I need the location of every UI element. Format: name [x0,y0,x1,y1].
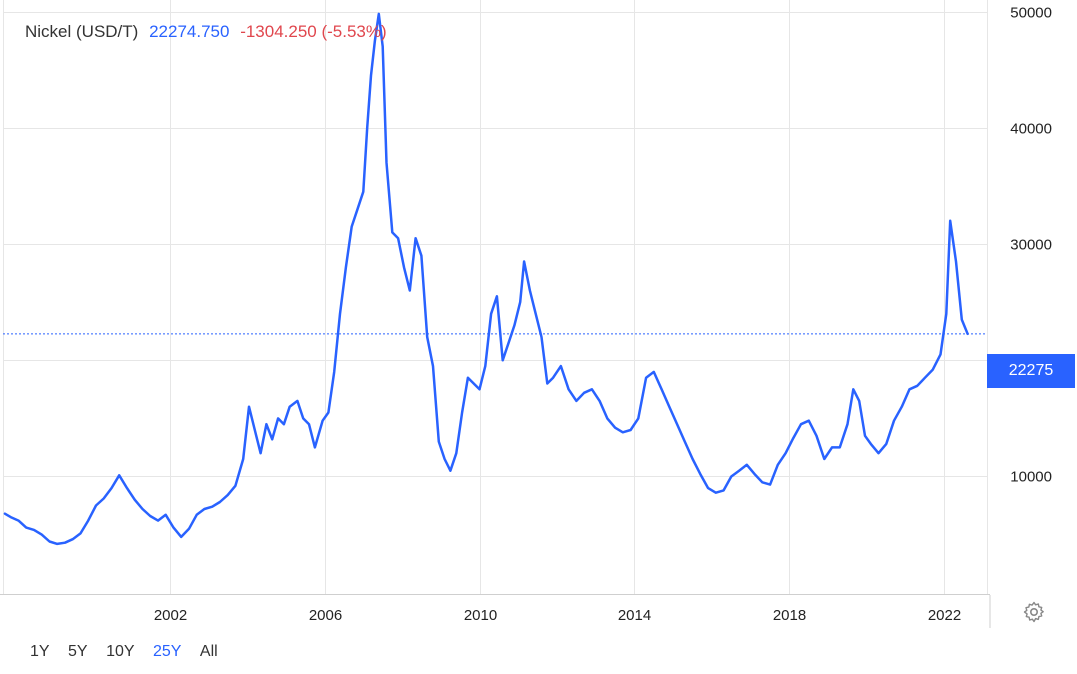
y-tick-label: 50000 [1010,5,1052,22]
x-tick-label: 2010 [464,607,497,624]
x-tick-label: 2002 [154,607,187,624]
y-tick-label: 10000 [1010,469,1052,486]
last-value-badge: 22275 [987,354,1075,388]
x-tick-label: 2006 [309,607,342,624]
price-change: -1304.250 (-5.53%) [240,22,387,41]
gear-icon[interactable] [1022,600,1046,624]
range-25y-button[interactable]: 25Y [152,643,182,660]
range-selector: 1Y 5Y 10Y 25Y All [30,643,232,661]
range-1y-button[interactable]: 1Y [30,643,50,660]
range-10y-button[interactable]: 10Y [106,643,135,660]
x-tick-label: 2022 [928,607,961,624]
range-all-button[interactable]: All [199,643,218,660]
instrument-name: Nickel (USD/T) [25,22,139,41]
x-tick-label: 2014 [618,607,651,624]
x-tick-label: 2018 [773,607,806,624]
last-price: 22274.750 [149,22,230,41]
nickel-price-line [3,12,969,546]
chart-header: Nickel (USD/T) 22274.750 -1304.250 (-5.5… [25,22,393,42]
y-tick-label: 30000 [1010,237,1052,254]
range-5y-button[interactable]: 5Y [68,643,88,660]
y-axis: 1000020000300004000050000 [1010,5,1052,486]
chart-grid [3,0,987,595]
y-tick-label: 40000 [1010,121,1052,138]
x-axis: 2002 2006 2010 2014 2018 2022 [154,607,961,624]
